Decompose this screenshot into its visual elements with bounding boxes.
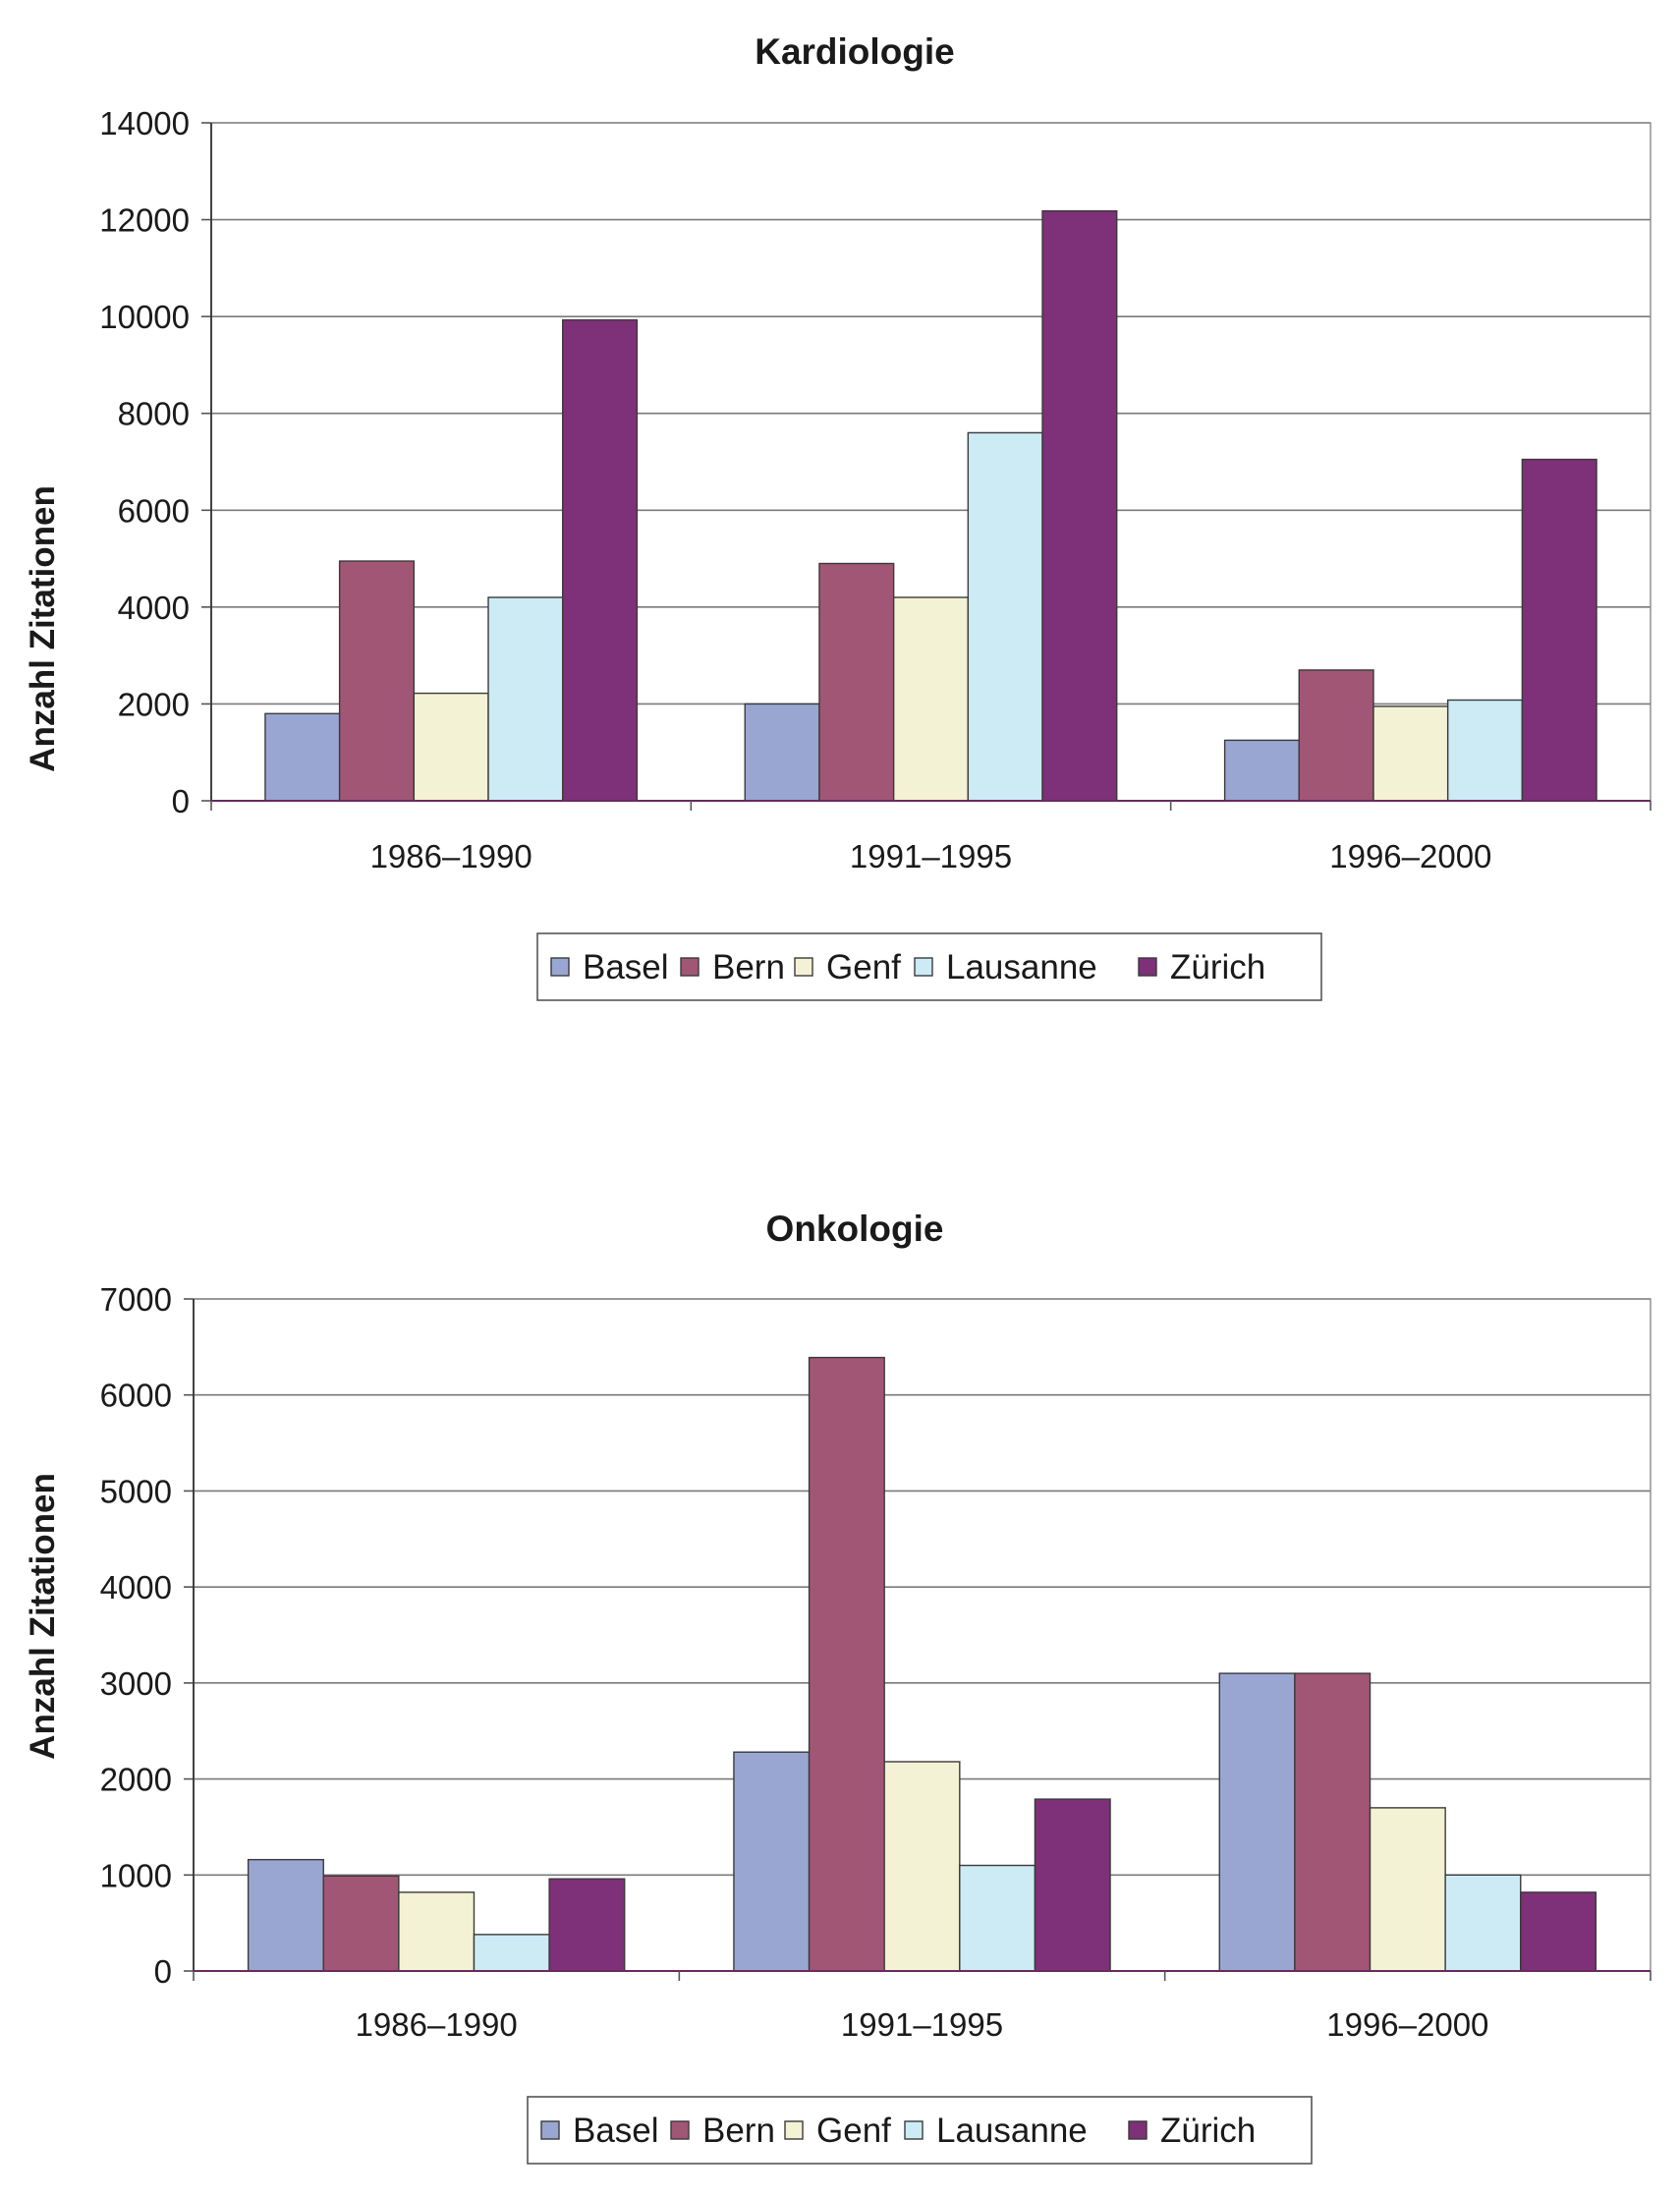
y-tick-label: 3000 — [100, 1665, 172, 1702]
bar-bern-3 — [1294, 1672, 1372, 1972]
bar-zrich-2 — [1041, 209, 1118, 802]
legend-swatch-bern — [680, 957, 700, 977]
legend-label: Basel — [583, 948, 669, 986]
bar-genf-2 — [883, 1761, 961, 1972]
bars — [247, 1356, 1597, 1972]
chart-title: Onkologie — [766, 1209, 944, 1249]
bar-basel-3 — [1218, 1672, 1296, 1972]
bar-zrich-1 — [562, 318, 639, 802]
chart-title: Kardiologie — [755, 31, 955, 72]
bar-zrich-2 — [1034, 1798, 1111, 1972]
bar-basel-1 — [247, 1858, 324, 1972]
y-tick-label: 6000 — [118, 492, 190, 529]
bar-genf-2 — [892, 596, 970, 802]
legend-label: Basel — [573, 2112, 659, 2150]
bar-bern-1 — [338, 560, 416, 802]
bar-bern-3 — [1298, 669, 1374, 802]
legend-swatch-genf — [784, 2120, 804, 2140]
legend-swatch-basel — [540, 2120, 560, 2140]
x-tick-label: 1991–1995 — [841, 2006, 1003, 2043]
legend-label: Zürich — [1160, 2112, 1256, 2150]
legend-label: Genf — [826, 948, 901, 986]
legend-swatch-lausanne — [904, 2120, 924, 2140]
legend-label: Bern — [702, 2112, 775, 2150]
chart-kardiologie: Kardiologie Anzahl Zitationen 0 2000 4000 6… — [24, 31, 1652, 1001]
legend: Basel Bern Genf Lausanne Zürich — [536, 932, 1322, 1001]
y-tick-label: 1000 — [100, 1857, 172, 1893]
y-axis-ticks: 0 1000 2000 3000 4000 5000 6000 7000 — [100, 1281, 194, 1990]
bars — [264, 209, 1597, 802]
y-tick-label: 2000 — [118, 686, 190, 722]
legend-label: Bern — [712, 948, 785, 986]
bar-lausanne-2 — [967, 431, 1043, 802]
y-tick-label: 2000 — [100, 1762, 172, 1798]
bar-basel-3 — [1223, 739, 1300, 802]
plot-frame — [210, 122, 1652, 802]
x-tick-label: 1996–2000 — [1329, 838, 1491, 874]
legend-swatch-basel — [550, 957, 570, 977]
bar-lausanne-1 — [487, 596, 564, 802]
legend-swatch-genf — [794, 957, 813, 977]
y-tick-label: 8000 — [118, 396, 190, 432]
y-tick-label: 12000 — [99, 202, 190, 239]
bar-lausanne-3 — [1444, 1874, 1522, 1972]
bar-basel-2 — [733, 1751, 811, 1972]
x-axis-ticks: 1986–1990 1991–1995 1996–2000 — [193, 1971, 1652, 2043]
x-axis-ticks: 1986–1990 1991–1995 1996–2000 — [210, 801, 1652, 874]
y-tick-label: 7000 — [100, 1281, 172, 1318]
x-tick-label: 1986–1990 — [370, 838, 532, 874]
y-tick-label: 0 — [172, 783, 190, 819]
bar-genf-3 — [1369, 1807, 1446, 1972]
y-tick-label: 6000 — [100, 1378, 172, 1414]
x-tick-label: 1991–1995 — [850, 838, 1012, 874]
bar-bern-1 — [322, 1875, 400, 1972]
legend-swatch-zrich — [1128, 2120, 1148, 2140]
y-tick-label: 4000 — [100, 1569, 172, 1606]
y-axis-ticks: 0 2000 4000 6000 8000 10000 12000 14000 — [99, 105, 211, 819]
legend-swatch-zrich — [1138, 957, 1157, 977]
bar-bern-2 — [818, 562, 895, 802]
legend-swatch-bern — [670, 2120, 690, 2140]
bar-lausanne-1 — [473, 1934, 550, 1972]
bar-genf-1 — [398, 1891, 476, 1972]
legend-swatch-lausanne — [914, 957, 933, 977]
y-tick-label: 0 — [154, 1953, 172, 1990]
x-tick-label: 1986–1990 — [356, 2006, 518, 2043]
legend: Basel Bern Genf Lausanne Zürich — [527, 2096, 1313, 2165]
bar-basel-2 — [744, 703, 820, 802]
bar-bern-2 — [808, 1356, 885, 1972]
legend-label: Zürich — [1170, 948, 1265, 986]
bar-zrich-3 — [1521, 458, 1597, 802]
legend-label: Genf — [816, 2112, 891, 2150]
y-tick-label: 10000 — [99, 299, 190, 335]
legend-label: Lausanne — [936, 2112, 1088, 2150]
bar-zrich-3 — [1520, 1891, 1597, 1972]
bar-zrich-1 — [548, 1878, 626, 1972]
bar-basel-1 — [264, 712, 341, 802]
bar-lausanne-2 — [959, 1864, 1036, 1972]
plot-frame — [193, 1298, 1652, 1972]
bar-genf-1 — [413, 692, 489, 802]
bar-lausanne-3 — [1446, 699, 1524, 802]
y-tick-label: 4000 — [118, 590, 190, 626]
y-tick-label: 5000 — [100, 1473, 172, 1509]
chart-onkologie: Onkologie Anzahl Zitationen 0 1000 2000 300… — [24, 1209, 1652, 2165]
y-tick-label: 14000 — [99, 105, 190, 141]
y-axis-label: Anzahl Zitationen — [24, 1473, 62, 1760]
x-tick-label: 1996–2000 — [1326, 2006, 1488, 2043]
y-axis-label: Anzahl Zitationen — [24, 485, 62, 772]
bar-genf-3 — [1372, 705, 1449, 802]
legend-label: Lausanne — [946, 948, 1097, 986]
